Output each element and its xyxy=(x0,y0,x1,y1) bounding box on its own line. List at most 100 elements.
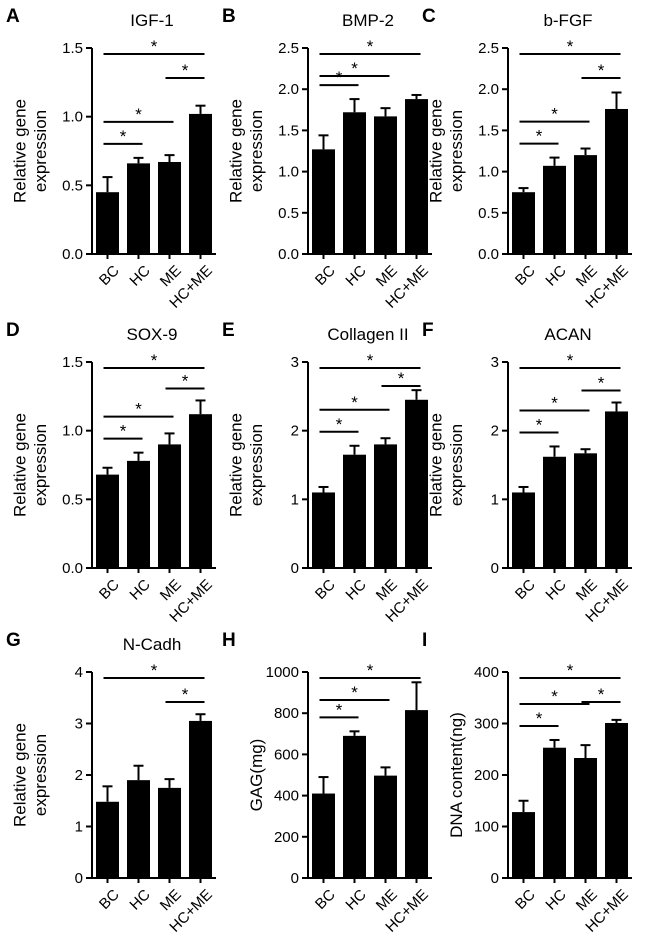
panel-e-sig-star: * xyxy=(398,369,405,388)
panel-f-bar-hc xyxy=(543,456,566,568)
panel-a-y-tick-label: 0.0 xyxy=(62,246,83,263)
panel-g-y-tick-label: 2 xyxy=(75,767,83,784)
panel-h-bar-hc-me xyxy=(405,710,428,878)
panel-a-bar-hc xyxy=(127,163,150,254)
panel-d-bar-me xyxy=(158,444,181,568)
panel-c-ylabel-line: expression xyxy=(447,110,466,192)
panel-f-sig-star: * xyxy=(536,415,543,434)
panel-f-sig-star: * xyxy=(551,393,558,412)
panel-d-y-tick-label: 0.0 xyxy=(62,560,83,577)
panel-d-bar-hc-me xyxy=(189,414,212,568)
panel-e-category-label: HC xyxy=(342,576,369,603)
panel-h-bar-hc xyxy=(343,735,366,878)
panel-b-title: BMP-2 xyxy=(342,11,394,30)
panel-f-bar-hc-me xyxy=(605,411,628,568)
panel-g-letter: G xyxy=(6,630,21,651)
panel-h-category-label: BC xyxy=(312,886,339,913)
panel-g-category-label: HC xyxy=(126,886,153,913)
panel-g-y-tick-label: 4 xyxy=(75,664,83,681)
panel-a: A IGF-1 Relative geneexpression 0.0 0.5 1.0 1.… xyxy=(6,6,216,312)
panel-a-letter: A xyxy=(6,6,20,27)
panel-a-bar-me xyxy=(158,161,181,254)
panel-f-category-label: BC xyxy=(512,576,539,603)
panel-i-bar-hc-me xyxy=(605,722,628,878)
panel-d-ylabel-line: expression xyxy=(31,424,50,506)
panel-h-y-tick-label: 600 xyxy=(274,746,299,763)
panel-i-y-tick-label: 100 xyxy=(474,819,499,836)
panel-d-category-label: BC xyxy=(96,576,123,603)
panel-e-bar-me xyxy=(374,444,397,568)
panel-a-y-tick-label: 1.5 xyxy=(62,40,83,57)
panel-i-y-tick-label: 400 xyxy=(474,664,499,681)
panel-d-bar-bc xyxy=(96,474,119,568)
panel-b-bar-hc xyxy=(343,112,366,254)
panel-e-letter: E xyxy=(222,320,235,341)
panel-f-category-label: HC xyxy=(542,576,569,603)
panel-g-bar-hc xyxy=(127,780,150,878)
panel-d-sig-star: * xyxy=(135,400,142,419)
panel-i-ylabel-line: DNA content(ng) xyxy=(447,712,466,838)
panel-c-letter: C xyxy=(422,6,436,27)
panel-b-y-tick-label: 1.0 xyxy=(278,164,299,181)
panel-h-y-tick-label: 0 xyxy=(291,870,299,887)
panel-d-y-tick-label: 1.5 xyxy=(62,354,83,371)
panel-d: D SOX-9 Relative geneexpression 0.0 0.5 1.0 1.… xyxy=(6,320,216,626)
panel-g-y-tick-label: 3 xyxy=(75,716,83,733)
panel-f-letter: F xyxy=(422,320,434,341)
panel-c-bar-hc xyxy=(543,165,566,254)
panel-g-ylabel-line: expression xyxy=(31,734,50,816)
panel-e-ylabel-line: Relative gene xyxy=(226,413,245,517)
panel-f-bar-bc xyxy=(512,492,535,568)
panel-g-ylabel-line: Relative gene xyxy=(10,723,29,827)
panel-g-bar-hc-me xyxy=(189,720,212,878)
panel-h-letter: H xyxy=(222,630,236,651)
panel-d-sig-star: * xyxy=(182,371,189,390)
panel-c-sig-star: * xyxy=(551,105,558,124)
panel-h-bar-me xyxy=(374,775,397,878)
panel-h-category-label: HC xyxy=(342,886,369,913)
panel-h-ylabel: GAG(mg) xyxy=(247,739,266,812)
panel-c-bar-bc xyxy=(512,192,535,254)
panel-e-y-tick-label: 2 xyxy=(291,423,299,440)
panel-h-sig-star: * xyxy=(367,661,374,680)
panel-g-title: N-Cadh xyxy=(123,635,182,654)
panel-i-sig-star: * xyxy=(567,661,574,680)
panel-g-sig-star: * xyxy=(151,661,158,680)
panel-e-category-label: BC xyxy=(312,576,339,603)
panel-c-ylabel-line: Relative gene xyxy=(426,99,445,203)
panel-d-sig-star: * xyxy=(120,422,127,441)
panel-b-category-label: HC xyxy=(342,262,369,289)
panel-d-sig-star: * xyxy=(151,351,158,370)
panel-c-y-tick-label: 0.5 xyxy=(478,205,499,222)
panel-e-sig-star: * xyxy=(351,393,358,412)
panel-i-sig-star: * xyxy=(536,709,543,728)
panel-b-ylabel-line: Relative gene xyxy=(226,99,245,203)
panel-a-y-tick-label: 0.5 xyxy=(62,177,83,194)
panel-c-y-tick-label: 1.0 xyxy=(478,164,499,181)
panel-a-y-tick-label: 1.0 xyxy=(62,109,83,126)
panel-g-y-tick-label: 1 xyxy=(75,819,83,836)
panel-e-title: Collagen II xyxy=(327,325,408,344)
panel-e-bar-hc-me xyxy=(405,399,428,568)
panel-c-y-tick-label: 2.5 xyxy=(478,40,499,57)
panel-f-ylabel-line: expression xyxy=(447,424,466,506)
panel-b-bar-me xyxy=(374,116,397,254)
panel-b: B BMP-2 Relative geneexpression 0.0 0.5 1.0 1.… xyxy=(222,6,432,312)
panel-d-category-label: HC xyxy=(126,576,153,603)
panel-h-ylabel-line: GAG(mg) xyxy=(247,739,266,812)
panel-g-y-tick-label: 0 xyxy=(75,870,83,887)
panel-i-ylabel: DNA content(ng) xyxy=(447,712,466,838)
panel-f-y-tick-label: 0 xyxy=(491,560,499,577)
panel-i-y-tick-label: 300 xyxy=(474,716,499,733)
panel-a-bar-hc-me xyxy=(189,113,212,254)
panel-h-bar-bc xyxy=(312,793,335,878)
panel-c-bar-me xyxy=(574,155,597,254)
panel-b-ylabel: Relative geneexpression xyxy=(226,99,265,203)
panel-e-y-tick-label: 3 xyxy=(291,354,299,371)
panel-c-bar-hc-me xyxy=(605,108,628,254)
panel-c-sig-star: * xyxy=(598,61,605,80)
